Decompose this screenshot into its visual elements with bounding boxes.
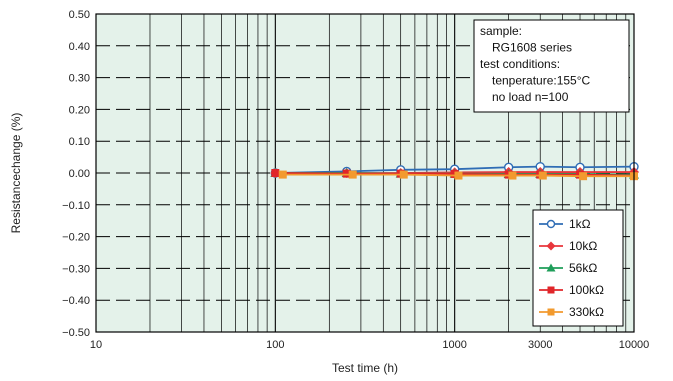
y-tick-label: 0.50 <box>69 9 90 21</box>
legend-marker <box>546 263 556 272</box>
x-tick-label: 10 <box>90 339 102 351</box>
legend-item: 56kΩ <box>539 261 597 275</box>
data-point <box>538 171 547 180</box>
legend-label: 10kΩ <box>569 239 597 253</box>
legend-item: 1kΩ <box>539 217 591 231</box>
legend-item: 10kΩ <box>539 239 597 253</box>
legend-marker <box>546 241 556 251</box>
y-tick-label: 0.20 <box>69 104 90 116</box>
x-tick-label: 100 <box>266 339 284 351</box>
x-axis-label: Test time (h) <box>332 361 398 375</box>
legend-label: 330kΩ <box>569 305 604 319</box>
y-tick-labels: 0.50 0.40 0.30 0.20 0.10 0.00 −0.10 −0.20 −0.30 −… <box>62 9 90 339</box>
legend-marker <box>547 308 555 316</box>
data-point <box>399 170 408 179</box>
plot-frame <box>95 13 635 333</box>
y-tick-label: 0.10 <box>69 136 90 148</box>
note-line: tenperature:155°C <box>492 74 591 88</box>
legend-label: 100kΩ <box>569 283 604 297</box>
data-point <box>579 172 588 181</box>
legend-item: 330kΩ <box>539 305 604 319</box>
legend-marker <box>547 286 555 294</box>
data-point <box>342 169 351 178</box>
x-tick-labels: 10 100 1000 3000 10000 <box>90 339 649 351</box>
legend-label: 1kΩ <box>569 217 591 231</box>
y-tick-label: −0.20 <box>62 232 90 244</box>
data-point <box>454 171 463 180</box>
note-line: RG1608 series <box>492 41 572 55</box>
y-tick-label: −0.40 <box>62 295 90 307</box>
data-point <box>508 171 517 180</box>
y-tick-label: −0.50 <box>62 327 90 339</box>
series-line <box>282 173 634 178</box>
x-tick-label: 10000 <box>619 339 650 351</box>
y-tick-label: 0.00 <box>69 168 90 180</box>
note-line: no load n=100 <box>492 90 569 104</box>
legend-item: 100kΩ <box>539 283 604 297</box>
x-tick-label: 3000 <box>528 339 552 351</box>
legend-marker <box>546 219 556 229</box>
note-box-frame <box>473 19 630 113</box>
legend: 1kΩ 10kΩ 56kΩ 100kΩ 330kΩ <box>532 209 624 327</box>
y-tick-label: 0.40 <box>69 41 90 53</box>
y-tick-label: −0.30 <box>62 263 90 275</box>
x-tick-label: 1000 <box>442 339 466 351</box>
note-line: sample: <box>480 24 522 38</box>
y-tick-label: 0.30 <box>69 73 90 85</box>
note-line: test conditions: <box>480 57 560 71</box>
legend-label: 56kΩ <box>569 261 597 275</box>
legend-frame <box>532 209 624 327</box>
data-point <box>348 170 357 179</box>
data-point <box>271 169 280 177</box>
data-point <box>278 170 287 179</box>
y-tick-label: −0.10 <box>62 200 90 212</box>
y-axis-label: Resistancechange (%) <box>9 113 23 234</box>
test-conditions-box: sample: RG1608 series test conditions: tenp… <box>473 19 630 113</box>
